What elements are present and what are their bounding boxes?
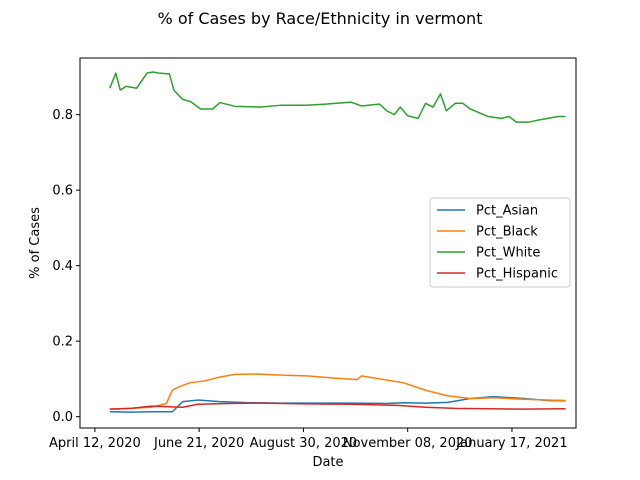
x-axis-title: Date	[312, 455, 343, 470]
series-line-pct-hispanic	[109, 402, 566, 410]
plot-area	[109, 71, 566, 413]
y-tick-label: 0.2	[52, 335, 73, 350]
legend-label-pct-hispanic: Pct_Hispanic	[476, 267, 558, 282]
y-tick-label: 0.6	[52, 184, 73, 199]
y-axis: 0.0 0.2 0.4 0.6 0.8	[52, 108, 80, 425]
x-tick-label: August 30, 2020	[250, 436, 358, 451]
series-line-pct-black	[109, 373, 566, 410]
legend-label-pct-white: Pct_White	[476, 246, 540, 261]
y-tick-label: 0.8	[52, 108, 73, 123]
x-tick-label: November 08, 2020	[343, 436, 473, 451]
x-tick-label: January 17, 2021	[455, 436, 567, 451]
x-axis: April 12, 2020 June 21, 2020 August 30, 20…	[49, 428, 568, 451]
x-tick-label: April 12, 2020	[49, 436, 141, 451]
legend-label-pct-asian: Pct_Asian	[476, 204, 538, 219]
x-tick-label: June 21, 2020	[153, 436, 244, 451]
plot-frame	[79, 57, 577, 429]
y-axis-title: % of Cases	[28, 207, 43, 279]
y-tick-label: 0.0	[52, 410, 73, 425]
series-line-pct-white	[109, 71, 566, 123]
legend: Pct_Asian Pct_Black Pct_White Pct_Hispanic	[429, 197, 571, 288]
series-line-pct-asian	[109, 395, 566, 413]
chart-title: % of Cases by Race/Ethnicity in vermont	[158, 9, 483, 28]
y-tick-label: 0.4	[52, 259, 73, 274]
legend-box	[429, 197, 571, 288]
legend-label-pct-black: Pct_Black	[476, 225, 538, 240]
